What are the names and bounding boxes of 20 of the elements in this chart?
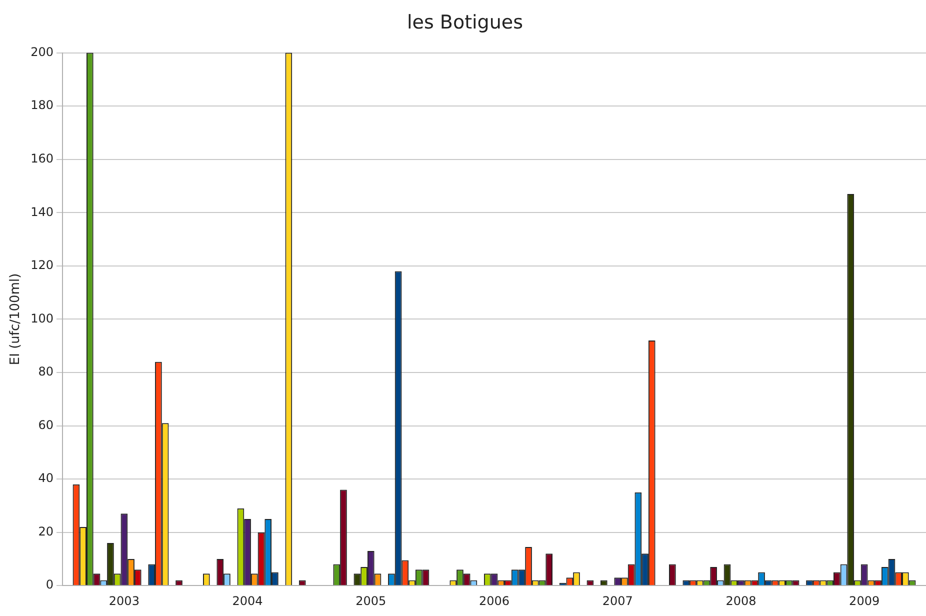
x-tick-label: 2006 (478, 594, 510, 608)
x-tick-label: 2009 (849, 594, 880, 608)
y-axis-title: EI (ufc/100ml) (8, 273, 24, 366)
y-tick-label: 200 (30, 44, 54, 59)
y-tick-label: 160 (30, 151, 54, 166)
y-tick-label: 40 (38, 471, 54, 486)
x-tick-label: 2008 (726, 594, 756, 608)
chart-title: les Botigues (407, 11, 523, 34)
y-tick-label: 120 (30, 258, 54, 272)
x-tick-label: 2007 (602, 594, 633, 608)
y-tick-label: 180 (30, 98, 54, 112)
y-tick-label: 0 (46, 578, 54, 592)
y-tick-label: 20 (38, 524, 54, 538)
y-tick-label: 60 (38, 418, 54, 432)
x-tick-label: 2004 (232, 594, 263, 608)
x-tick-label: 2005 (356, 594, 386, 608)
y-tick-label: 100 (30, 311, 54, 326)
x-tick-label: 2003 (108, 594, 140, 608)
y-tick-label: 140 (30, 204, 54, 219)
y-tick-label: 80 (38, 364, 54, 379)
